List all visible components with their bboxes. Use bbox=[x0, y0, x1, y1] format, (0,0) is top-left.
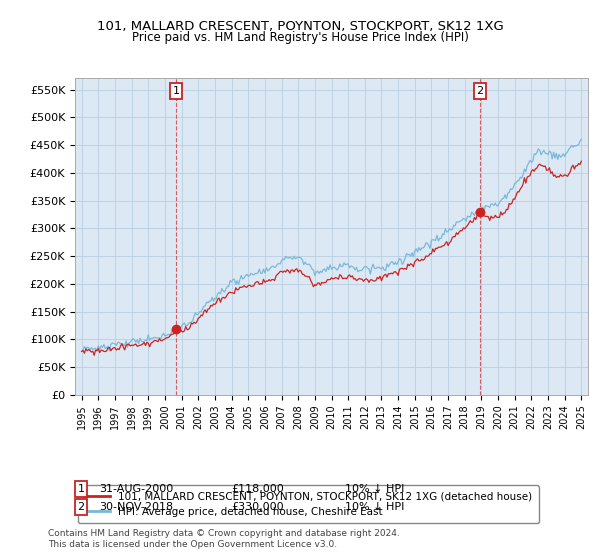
Text: 31-AUG-2000: 31-AUG-2000 bbox=[99, 484, 173, 494]
Text: £118,000: £118,000 bbox=[231, 484, 284, 494]
Text: 10% ↓ HPI: 10% ↓ HPI bbox=[345, 484, 404, 494]
Text: Price paid vs. HM Land Registry's House Price Index (HPI): Price paid vs. HM Land Registry's House … bbox=[131, 31, 469, 44]
Text: 2: 2 bbox=[476, 86, 484, 96]
Text: 1: 1 bbox=[172, 86, 179, 96]
Legend: 101, MALLARD CRESCENT, POYNTON, STOCKPORT, SK12 1XG (detached house), HPI: Avera: 101, MALLARD CRESCENT, POYNTON, STOCKPOR… bbox=[77, 486, 539, 523]
Text: 101, MALLARD CRESCENT, POYNTON, STOCKPORT, SK12 1XG: 101, MALLARD CRESCENT, POYNTON, STOCKPOR… bbox=[97, 20, 503, 32]
Text: 1: 1 bbox=[77, 484, 85, 494]
Text: 2: 2 bbox=[77, 502, 85, 512]
Text: Contains HM Land Registry data © Crown copyright and database right 2024.
This d: Contains HM Land Registry data © Crown c… bbox=[48, 529, 400, 549]
Text: 10% ↓ HPI: 10% ↓ HPI bbox=[345, 502, 404, 512]
Text: 30-NOV-2018: 30-NOV-2018 bbox=[99, 502, 173, 512]
Text: £330,000: £330,000 bbox=[231, 502, 284, 512]
